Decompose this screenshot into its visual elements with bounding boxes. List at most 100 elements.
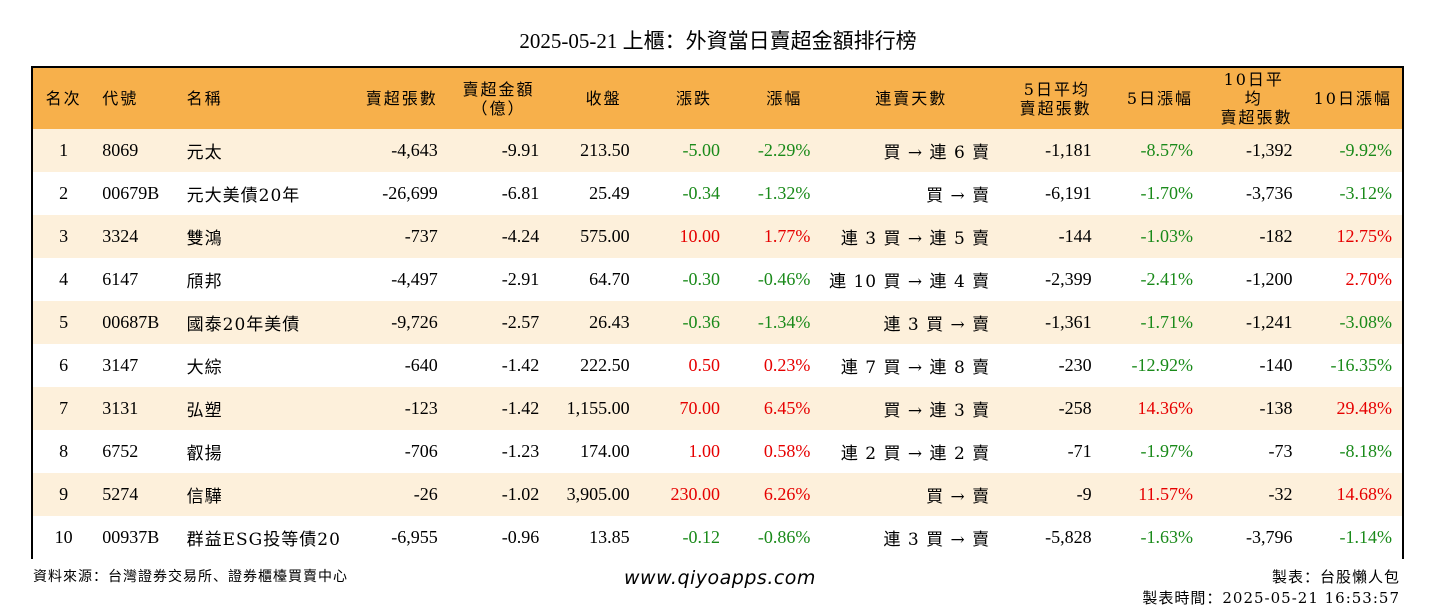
cell-d5-avg: -1,181 — [1045, 140, 1092, 160]
cell-d5-avg: -5,828 — [1045, 527, 1092, 547]
cell-code: 3324 — [102, 226, 139, 246]
cell-name: 元大美債20年 — [186, 186, 301, 206]
table-row: 5 00687B 國泰20年美債 -9,726 -2.57 26.43 -0.36 -1.34… — [33, 301, 1402, 344]
cell-close: 174.00 — [580, 441, 630, 461]
cell-d10-pct: 14.68% — [1336, 484, 1393, 504]
cell-rank: 9 — [59, 484, 69, 504]
cell-d10-pct: -16.35% — [1330, 355, 1393, 375]
ranking-table: 名次 代號 名稱 賣超張數 賣超金額 （億） 收盤 漲跌 漲幅 連賣天數 5日平… — [33, 68, 1402, 559]
cell-d10-avg: -138 — [1259, 398, 1293, 418]
cell-change: -0.36 — [682, 312, 721, 332]
cell-d5-avg: -6,191 — [1045, 183, 1092, 203]
header-change: 漲跌 — [676, 89, 713, 108]
cell-d5-avg: -230 — [1058, 355, 1092, 375]
table-row: 8 6752 叡揚 -706 -1.23 174.00 1.00 0.58% 連 2 買 → 連… — [33, 430, 1402, 473]
cell-close: 222.50 — [580, 355, 630, 375]
cell-sell-amount: -1.02 — [501, 484, 540, 504]
header-name: 名稱 — [186, 89, 223, 108]
cell-d5-pct: -8.57% — [1140, 140, 1194, 160]
cell-streak: 連 2 買 → 連 2 賣 — [840, 444, 991, 464]
header-d5-avg-line1: 5日平均 — [1023, 79, 1090, 99]
cell-sell-shares: -26 — [413, 484, 438, 504]
header-change-pct: 漲幅 — [766, 89, 803, 108]
cell-sell-shares: -9,726 — [391, 312, 438, 332]
cell-rank: 4 — [59, 269, 69, 289]
page-title: 2025-05-21 上櫃：外資當日賣超金額排行榜 — [519, 29, 917, 53]
cell-change-pct: 1.77% — [763, 226, 811, 246]
table-row: 9 5274 信驊 -26 -1.02 3,905.00 230.00 6.26% 買 → 賣 -… — [33, 473, 1402, 516]
data-source-note: 資料來源：台灣證券交易所、證券櫃檯買賣中心 — [33, 569, 348, 585]
cell-d5-pct: -1.97% — [1140, 441, 1194, 461]
cell-name: 弘塑 — [186, 401, 223, 421]
header-close: 收盤 — [585, 89, 622, 108]
cell-change-pct: 6.26% — [763, 484, 811, 504]
cell-d10-avg: -1,241 — [1245, 312, 1293, 332]
cell-code: 00679B — [102, 183, 160, 203]
cell-d5-pct: -2.41% — [1140, 269, 1194, 289]
table-row: 1 8069 元太 -4,643 -9.91 213.50 -5.00 -2.29% 買 → 連… — [33, 129, 1402, 172]
cell-sell-shares: -706 — [404, 441, 438, 461]
table-row: 10 00937B 群益ESG投等債20 -6,955 -0.96 13.85 -0.12 -… — [33, 516, 1402, 559]
cell-code: 00937B — [102, 527, 160, 547]
cell-d10-avg: -73 — [1268, 441, 1293, 461]
cell-sell-amount: -2.91 — [501, 269, 540, 289]
table-body: 1 8069 元太 -4,643 -9.91 213.50 -5.00 -2.29% 買 → 連… — [33, 129, 1402, 559]
cell-close: 3,905.00 — [566, 484, 630, 504]
table-header-row: 名次 代號 名稱 賣超張數 賣超金額 （億） 收盤 漲跌 漲幅 連賣天數 5日平… — [33, 68, 1402, 129]
table-row: 6 3147 大綜 -640 -1.42 222.50 0.50 0.23% 連 7 買 → 連… — [33, 344, 1402, 387]
cell-sell-shares: -4,497 — [391, 269, 438, 289]
cell-sell-amount: -6.81 — [501, 183, 540, 203]
cell-streak: 買 → 賣 — [926, 487, 991, 507]
cell-d5-avg: -2,399 — [1045, 269, 1092, 289]
cell-sell-amount: -4.24 — [501, 226, 540, 246]
cell-streak: 連 10 買 → 連 4 賣 — [829, 272, 991, 292]
cell-sell-amount: -1.23 — [501, 441, 540, 461]
cell-change-pct: 0.58% — [763, 441, 811, 461]
cell-close: 25.49 — [589, 183, 630, 203]
cell-streak: 買 → 連 3 賣 — [883, 401, 991, 421]
cell-change: -0.12 — [682, 527, 721, 547]
cell-d10-avg: -3,796 — [1245, 527, 1293, 547]
cell-change-pct: 0.23% — [763, 355, 811, 375]
cell-name: 國泰20年美債 — [186, 315, 301, 335]
cell-streak: 連 3 買 → 賣 — [883, 315, 991, 335]
cell-rank: 8 — [59, 441, 69, 461]
cell-code: 6752 — [102, 441, 139, 461]
cell-d10-pct: 12.75% — [1336, 226, 1393, 246]
cell-d10-pct: -9.92% — [1339, 140, 1393, 160]
header-sell-amount: 賣超金額 （億） — [448, 68, 549, 129]
cell-change-pct: -0.86% — [757, 527, 811, 547]
cell-name: 元太 — [186, 143, 223, 163]
cell-close: 575.00 — [580, 226, 630, 246]
table-row: 4 6147 頎邦 -4,497 -2.91 64.70 -0.30 -0.46% 連 10 買… — [33, 258, 1402, 301]
cell-code: 5274 — [102, 484, 139, 504]
table-row: 2 00679B 元大美債20年 -26,699 -6.81 25.49 -0.34 -1.3… — [33, 172, 1402, 215]
cell-change: -0.30 — [682, 269, 721, 289]
cell-d5-pct: 14.36% — [1137, 398, 1194, 418]
cell-code: 8069 — [102, 140, 139, 160]
cell-rank: 3 — [59, 226, 69, 246]
cell-code: 3147 — [102, 355, 139, 375]
cell-sell-amount: -1.42 — [501, 355, 540, 375]
cell-d10-pct: -1.14% — [1339, 527, 1393, 547]
cell-rank: 7 — [59, 398, 69, 418]
cell-streak: 連 3 買 → 賣 — [883, 530, 991, 550]
header-rank: 名次 — [45, 89, 82, 108]
cell-change: -0.34 — [682, 183, 721, 203]
cell-d5-pct: -1.71% — [1140, 312, 1194, 332]
cell-d10-avg: -140 — [1259, 355, 1293, 375]
cell-d10-pct: -3.08% — [1339, 312, 1393, 332]
cell-sell-shares: -123 — [404, 398, 438, 418]
website-link[interactable]: www.qiyoapps.com — [624, 567, 816, 589]
cell-change: 70.00 — [679, 398, 721, 418]
cell-d5-avg: -258 — [1058, 398, 1092, 418]
header-d10-avg-line2: 賣超張數 — [1220, 108, 1293, 127]
cell-d5-avg: -1,361 — [1045, 312, 1092, 332]
cell-sell-amount: -9.91 — [501, 140, 540, 160]
cell-change-pct: -1.32% — [757, 183, 811, 203]
cell-name: 頎邦 — [186, 272, 223, 292]
cell-name: 大綜 — [186, 358, 223, 378]
cell-name: 叡揚 — [186, 444, 223, 464]
header-sell-amount-line2: （億） — [471, 98, 526, 118]
cell-d5-avg: -71 — [1067, 441, 1092, 461]
